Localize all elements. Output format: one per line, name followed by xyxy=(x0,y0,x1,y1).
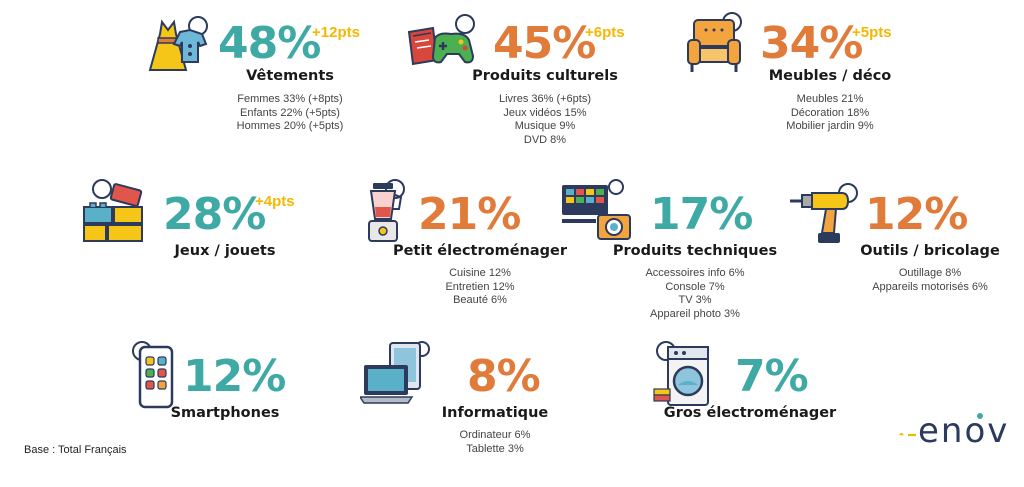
category-card-jeux-jouets: 28% +4pts Jeux / jouets xyxy=(75,175,375,325)
percentage-value: 45% xyxy=(493,18,596,69)
tv-camera-icon xyxy=(560,179,632,251)
breakdown-list: Cuisine 12% Entretien 12% Beauté 6% xyxy=(330,267,630,308)
category-card-informatique: 8% Informatique Ordinateur 6% Tablette 3% xyxy=(345,337,645,487)
breakdown-item: Appareils motorisés 6% xyxy=(872,280,988,293)
percentage-value: 8% xyxy=(467,351,541,402)
category-card-produits-techniques: 17% Produits techniques Accessoires info 6… xyxy=(545,175,845,325)
breakdown-item: Meubles 21% xyxy=(796,93,864,105)
breakdown-list: Accessoires info 6% Console 7% TV 3% Appare… xyxy=(545,267,845,321)
category-title: Petit électroménager xyxy=(392,243,568,259)
breakdown-item: Beauté 6% xyxy=(453,294,507,306)
breakdown-list: Ordinateur 6% Tablette 3% xyxy=(345,429,645,456)
breakdown-item: Console 7% xyxy=(665,280,725,293)
drill-icon xyxy=(788,179,860,251)
percentage-value: 17% xyxy=(650,189,753,240)
category-title: Vêtements xyxy=(246,68,334,84)
breakdown-item: Ordinateur 6% xyxy=(459,429,531,441)
percentage-value: 28% xyxy=(163,189,266,240)
toy-blocks-icon xyxy=(80,179,152,251)
category-title: Produits culturels xyxy=(472,68,618,84)
svg-text:enov: enov xyxy=(918,411,1009,451)
breakdown-item: Musique 9% xyxy=(514,120,576,132)
base-note: Base : Total Français xyxy=(24,444,127,456)
armchair-icon xyxy=(680,12,752,84)
category-title: Produits techniques xyxy=(612,243,778,259)
breakdown-item: Entretien 12% xyxy=(445,280,515,293)
enov-logo: enov xyxy=(898,408,1024,460)
breakdown-item: Cuisine 12% xyxy=(449,267,511,279)
percentage-value: 48% xyxy=(218,18,321,69)
breakdown-item: Tablette 3% xyxy=(466,442,524,455)
laptop-tablet-icon xyxy=(360,341,432,413)
category-title: Smartphones xyxy=(170,405,280,421)
breakdown-item: TV 3% xyxy=(678,294,712,306)
delta-label: +6pts xyxy=(585,24,625,41)
breakdown-item: Livres 36% (+6pts) xyxy=(498,93,591,105)
percentage-value: 21% xyxy=(418,189,521,240)
category-card-meubles-deco: 34% +5pts Meubles / déco Meubles 21% Décorat… xyxy=(680,8,980,158)
breakdown-item: Accessoires info 6% xyxy=(645,267,745,279)
breakdown-list: Femmes 33% (+8pts) Enfants 22% (+5pts) Hom… xyxy=(140,93,440,134)
breakdown-item: Hommes 20% (+5pts) xyxy=(236,120,344,132)
category-card-outils-bricolage: 12% Outils / bricolage Outillage 8% Apparei… xyxy=(780,175,1024,325)
breakdown-item: Décoration 18% xyxy=(790,106,870,119)
category-card-petit-electromenager: 21% Petit électroménager Cuisine 12% Entret… xyxy=(330,175,630,325)
category-title: Gros électroménager xyxy=(663,405,837,421)
breakdown-item: DVD 8% xyxy=(523,133,567,146)
smartphone-icon xyxy=(130,341,202,413)
category-title: Outils / bricolage xyxy=(860,243,1000,259)
delta-label: +5pts xyxy=(852,24,892,41)
washing-machine-icon xyxy=(652,341,724,413)
percentage-value: 7% xyxy=(735,351,809,402)
breakdown-item: Mobilier jardin 9% xyxy=(786,120,874,132)
category-card-produits-culturels: 45% +6pts Produits culturels Livres 36% (+6… xyxy=(395,8,695,158)
category-title: Jeux / jouets xyxy=(174,243,276,259)
blender-icon xyxy=(355,179,427,251)
category-card-vetements: 48% +12pts Vêtements Femmes 33% (+8pts) Enfa… xyxy=(140,8,440,158)
delta-label: +4pts xyxy=(255,193,295,210)
percentage-value: 34% xyxy=(760,18,863,69)
breakdown-item: Enfants 22% (+5pts) xyxy=(240,106,340,119)
breakdown-item: Femmes 33% (+8pts) xyxy=(237,93,343,105)
breakdown-list: Outillage 8% Appareils motorisés 6% xyxy=(780,267,1024,294)
dress-icon xyxy=(140,12,212,84)
breakdown-list: Meubles 21% Décoration 18% Mobilier jardin… xyxy=(680,93,980,134)
breakdown-item: Appareil photo 3% xyxy=(650,307,740,320)
book-gamepad-icon xyxy=(403,12,475,84)
category-title: Informatique xyxy=(441,405,549,421)
breakdown-list: Livres 36% (+6pts) Jeux vidéos 15% Musique… xyxy=(395,93,695,147)
percentage-value: 12% xyxy=(865,189,968,240)
breakdown-item: Jeux vidéos 15% xyxy=(503,106,587,119)
percentage-value: 12% xyxy=(183,351,286,402)
category-card-gros-electromenager: 7% Gros électroménager xyxy=(600,337,900,487)
category-title: Meubles / déco xyxy=(768,68,892,84)
category-card-smartphones: 12% Smartphones xyxy=(75,337,375,487)
delta-label: +12pts xyxy=(312,24,360,41)
breakdown-item: Outillage 8% xyxy=(898,267,962,279)
